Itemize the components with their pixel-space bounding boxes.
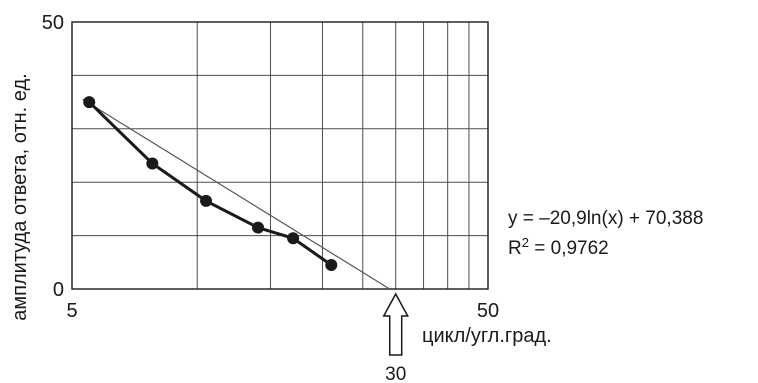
y-tick-label: 50 bbox=[42, 12, 64, 34]
series-line bbox=[88, 101, 333, 267]
data-points bbox=[83, 96, 338, 271]
grid bbox=[71, 21, 489, 290]
trendline bbox=[82, 98, 391, 290]
x-tick-label: 50 bbox=[477, 300, 499, 322]
annotation-up-arrow-icon bbox=[382, 292, 409, 356]
r-squared-symbol: R bbox=[508, 238, 522, 259]
y-tick-label: 0 bbox=[53, 279, 64, 301]
plot-frame bbox=[71, 21, 489, 290]
annotation-label: 30 bbox=[385, 364, 406, 383]
data-point bbox=[325, 258, 338, 271]
data-point bbox=[200, 194, 213, 207]
r-squared-value: = 0,9762 bbox=[529, 238, 609, 259]
data-point bbox=[252, 221, 265, 234]
trendline-equation: y = –20,9ln(x) + 70,388 bbox=[508, 208, 703, 229]
x-axis-label: цикл/угл.град. bbox=[422, 325, 552, 347]
r-squared-label: R2 = 0,9762 bbox=[508, 235, 609, 259]
data-point bbox=[146, 157, 159, 170]
data-point bbox=[83, 96, 96, 109]
y-axis-label: амплитуда ответа, отн. ед. bbox=[9, 73, 31, 320]
r-squared-superscript: 2 bbox=[522, 235, 529, 250]
x-tick-label: 5 bbox=[66, 300, 77, 322]
data-point bbox=[287, 232, 300, 245]
